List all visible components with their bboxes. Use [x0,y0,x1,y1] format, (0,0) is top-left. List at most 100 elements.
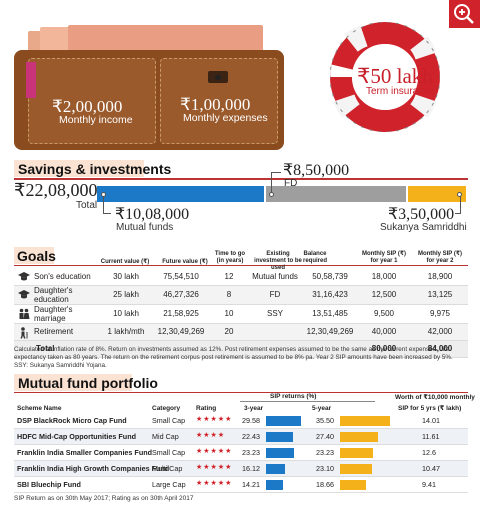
goals-total-sip1: 80,000 [356,340,412,358]
goal-years: 8 [212,285,246,305]
graduate-icon [17,271,31,285]
sukanya-label: Sukanya Samriddhi [380,222,467,233]
goal-sip1: 12,500 [356,285,412,305]
goal-existing [246,323,304,341]
fd-amount: ₹8,50,000 [283,162,350,179]
mf-col-category: Category [152,405,181,412]
mf-category: Mid Cap [152,432,179,441]
mf-return-5yr-value: 23.10 [316,464,334,473]
mf-worth-value: 12.6 [422,448,436,457]
goals-col-future: Future value (₹) [162,259,208,265]
mf-row: SBI Bluechip Fund Large Cap ★★★★★ 14.21 18.6… [14,477,468,493]
savings-header-bg [14,160,144,177]
mf-sip-returns-rule [240,401,375,402]
goal-sip2: 18,900 [412,268,468,286]
goals-row: Retirement 1 lakh/mth 12,30,49,269 20 12,30,… [14,323,468,341]
mf-row: Franklin India Smaller Companies Fund Sma… [14,445,468,461]
goal-current: 1 lakh/mth [102,323,150,341]
goal-sip2: 13,125 [412,285,468,305]
mutual-funds-label: Mutual funds [116,222,174,233]
goal-sip2: 9,975 [412,304,468,324]
card-illustration [26,62,36,98]
fd-leader-dot [269,192,274,197]
mf-worth-value: 11.61 [422,432,440,441]
monthly-expenses-label: Monthly expenses [183,112,268,124]
goal-years: 12 [212,268,246,286]
mf-rating-stars: ★★★★★ [196,464,233,471]
mf-return-5yr-bar [340,448,373,458]
goals-row: Daughter's marriage 10 lakh 21,58,925 10 SSY… [14,304,468,324]
savings-title: Savings & investments [18,161,172,177]
mf-return-5yr-value: 35.50 [316,416,334,425]
mf-worth-value: 10.47 [422,464,440,473]
zoom-button[interactable] [449,0,480,28]
goals-header-bg [14,247,54,264]
goals-footnote: Calculated at inflation rate of 8%. Retu… [14,346,453,369]
mf-footnote: SIP Return as on 30th May 2017; Rating a… [14,495,194,502]
goal-name: Son's education [14,268,102,286]
mf-underline [14,392,468,393]
mf-rating-stars: ★★★★★ [196,480,233,487]
mutual-funds-bar [97,186,264,202]
mf-return-3yr-bar [266,480,284,490]
goals-total-sip2: 84,000 [412,340,468,358]
goal-future: 21,58,925 [150,304,212,324]
mf-scheme-name: SBI Bluechip Fund [17,480,81,489]
mf-row: HDFC Mid-Cap Opportunities Fund Mid Cap ★★… [14,429,468,445]
mf-return-3yr-bar [266,432,293,442]
mf-sip-returns-header: SIP returns (%) [270,393,317,400]
goals-title: Goals [17,248,56,264]
goal-future: 75,54,510 [150,268,212,286]
mf-return-3yr-bar [266,464,286,474]
mf-return-5yr-bar [340,464,373,474]
goal-balance: 12,30,49,269 [304,323,356,341]
insurance-label: Term insurance [366,86,435,97]
goals-total-row: Total 80,000 84,000 [14,340,468,358]
mf-leader-dot [101,192,106,197]
goal-sip1: 18,000 [356,268,412,286]
mf-worth-value: 9.41 [422,480,436,489]
sukanya-amount: ₹3,50,000 [388,206,455,223]
goals-col-sip1: Monthly SIP (₹) for year 1 [361,251,407,264]
mf-return-5yr-value: 27.40 [316,432,334,441]
mf-return-5yr-value: 23.23 [316,448,334,457]
mf-col-5yr: 5-year [312,405,332,412]
mf-worth-header-1: Worth of ₹10,000 monthly [395,394,475,401]
mf-rating-stars: ★★★★★ [196,448,233,455]
goal-sip2: 42,000 [412,323,468,341]
mf-return-5yr-bar [340,416,390,426]
goal-years: 10 [212,304,246,324]
mf-return-3yr-value: 29.58 [242,416,260,425]
goal-name: Daughter's marriage [14,304,102,324]
life-ring-icon [330,22,440,132]
goal-balance: 50,58,739 [304,268,356,286]
fd-label: FD [284,178,298,189]
goal-current: 25 lakh [102,285,150,305]
mf-col-rating: Rating [196,405,217,412]
mf-return-5yr-value: 18.66 [316,480,334,489]
mf-return-3yr-value: 16.12 [242,464,260,473]
monthly-expenses-amount: ₹1,00,000 [180,95,251,114]
goal-sip1: 40,000 [356,323,412,341]
elder-icon [17,326,31,341]
ss-leader-dot [457,192,462,197]
goal-years: 20 [212,323,246,341]
goals-row: Daughter's education 25 lakh 46,27,326 8 FD 3… [14,285,468,305]
monthly-income-amount: ₹2,00,000 [52,97,123,116]
mf-category: Large Cap [152,480,186,489]
insurance-amount: ₹50 lakh [357,64,433,88]
zoom-in-icon [454,4,474,24]
goal-current: 10 lakh [102,304,150,324]
goals-col-balance: Balance required [302,251,327,264]
goal-balance: 31,16,423 [304,285,356,305]
mf-worth-header-2: SIP for 5 yrs (₹ lakh) [398,405,462,412]
goal-future: 46,27,326 [150,285,212,305]
mf-title: Mutual fund portfolio [18,375,158,391]
goal-sip1: 9,500 [356,304,412,324]
graduate-icon [17,289,31,303]
fd-bar [265,186,407,202]
mf-scheme-name: Franklin India Smaller Companies Fund [17,448,152,457]
goals-table: Son's education 30 lakh 75,54,510 12 Mutual … [14,268,468,358]
mf-leader-line [103,194,111,214]
goals-col-sip2: Monthly SIP (₹) for year 2 [417,251,463,264]
